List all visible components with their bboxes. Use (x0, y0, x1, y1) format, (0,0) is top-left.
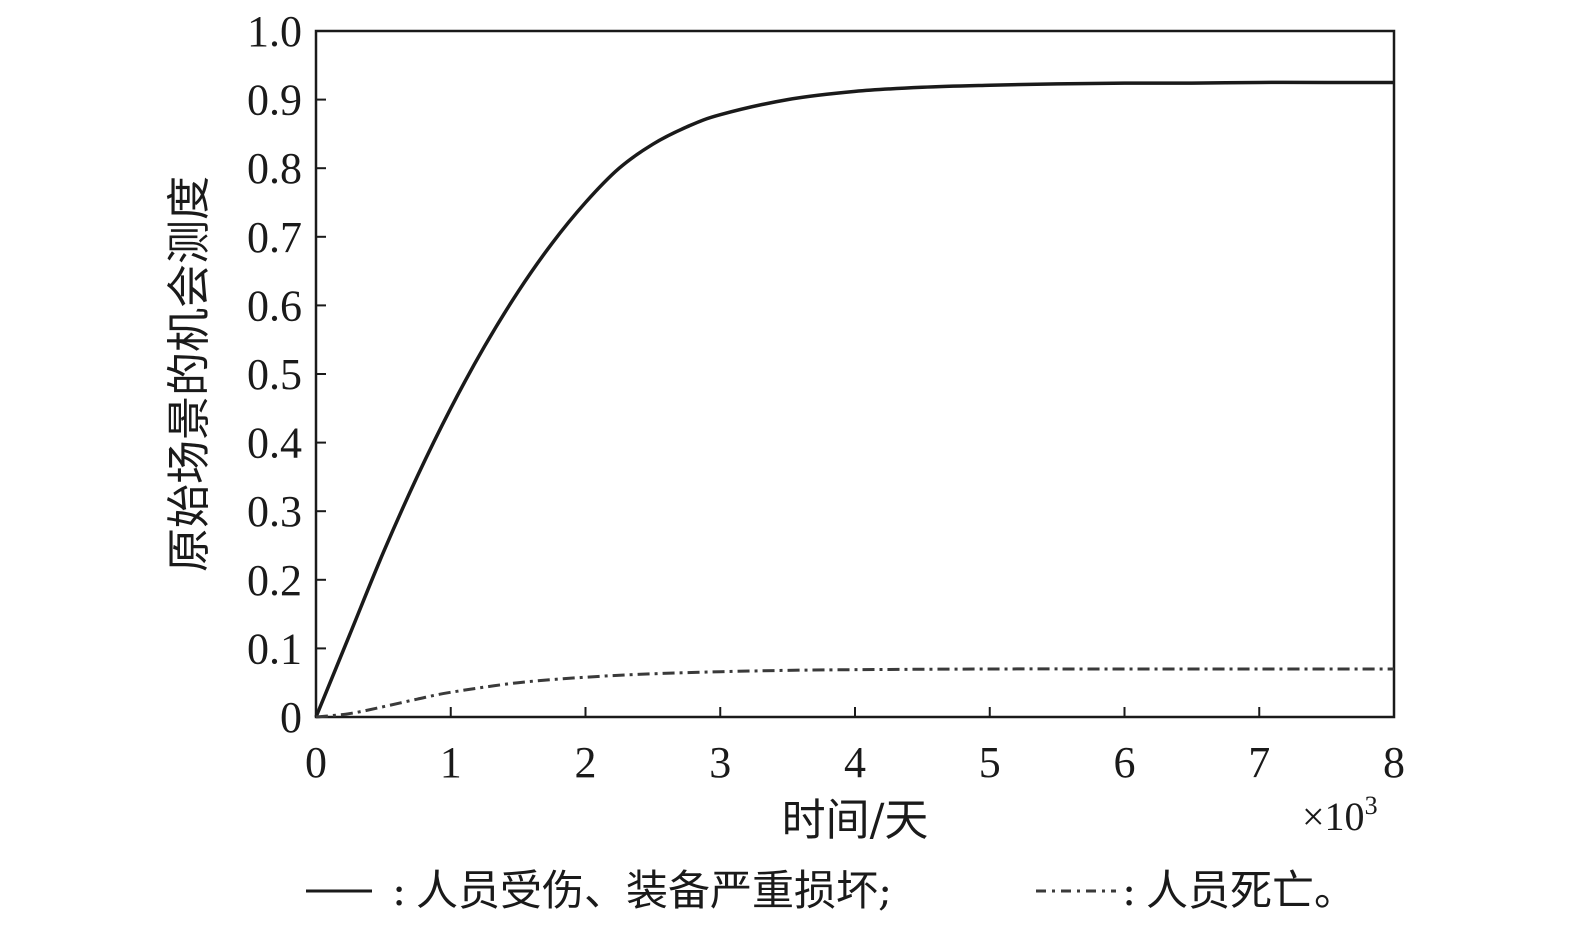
y-tick-label: 0.3 (247, 487, 302, 536)
y-tick-label: 0.8 (247, 144, 302, 193)
legend-label-injury: 人员受伤、装备严重损坏; (416, 866, 892, 915)
y-tick-label: 0.5 (247, 350, 302, 399)
y-tick-label: 0.2 (247, 556, 302, 605)
x-tick-label: 8 (1383, 738, 1405, 787)
legend-sep-2: : (1122, 866, 1136, 915)
x-tick-label: 7 (1248, 738, 1270, 787)
y-tick-label: 0.1 (247, 624, 302, 673)
legend: : 人员受伤、装备严重损坏; : 人员死亡。 (306, 866, 1356, 915)
series-line-death (315, 667, 1394, 719)
x-tick-label: 1 (440, 738, 462, 787)
legend-sep-1: : (392, 866, 406, 915)
y-tick-label: 0.4 (247, 419, 302, 468)
x-tick-label: 3 (709, 738, 731, 787)
plot-frame (314, 29, 1396, 719)
x-tick-label: 2 (575, 738, 597, 787)
x-axis-multiplier-exp: 3 (1365, 791, 1378, 820)
x-axis-multiplier: ×103 (1302, 791, 1378, 839)
y-tick-label: 0.7 (247, 213, 302, 262)
x-tick-label: 6 (1114, 738, 1136, 787)
y-axis-label: 原始场景的机会测度 (164, 176, 215, 572)
legend-label-death: 人员死亡。 (1146, 866, 1356, 915)
x-tick-label: 5 (979, 738, 1001, 787)
x-axis-label: 时间/天 (782, 795, 929, 846)
x-axis-multiplier-base: ×10 (1302, 794, 1365, 839)
y-tick-label: 0.9 (247, 76, 302, 125)
series-layer (314, 80, 1394, 719)
series-line-injury (314, 80, 1394, 718)
y-tick-label: 0 (280, 693, 302, 742)
x-tick-label: 0 (305, 738, 327, 787)
x-tick-label: 4 (844, 738, 866, 787)
y-tick-label: 0.6 (247, 281, 302, 330)
x-axis: 0 1 2 3 4 5 6 7 8 (305, 707, 1405, 787)
y-tick-label: 1.0 (247, 7, 302, 56)
y-axis: 0 0.1 0.2 0.3 0.4 0.5 0.6 0.7 0.8 0.9 1.0 (247, 7, 326, 742)
